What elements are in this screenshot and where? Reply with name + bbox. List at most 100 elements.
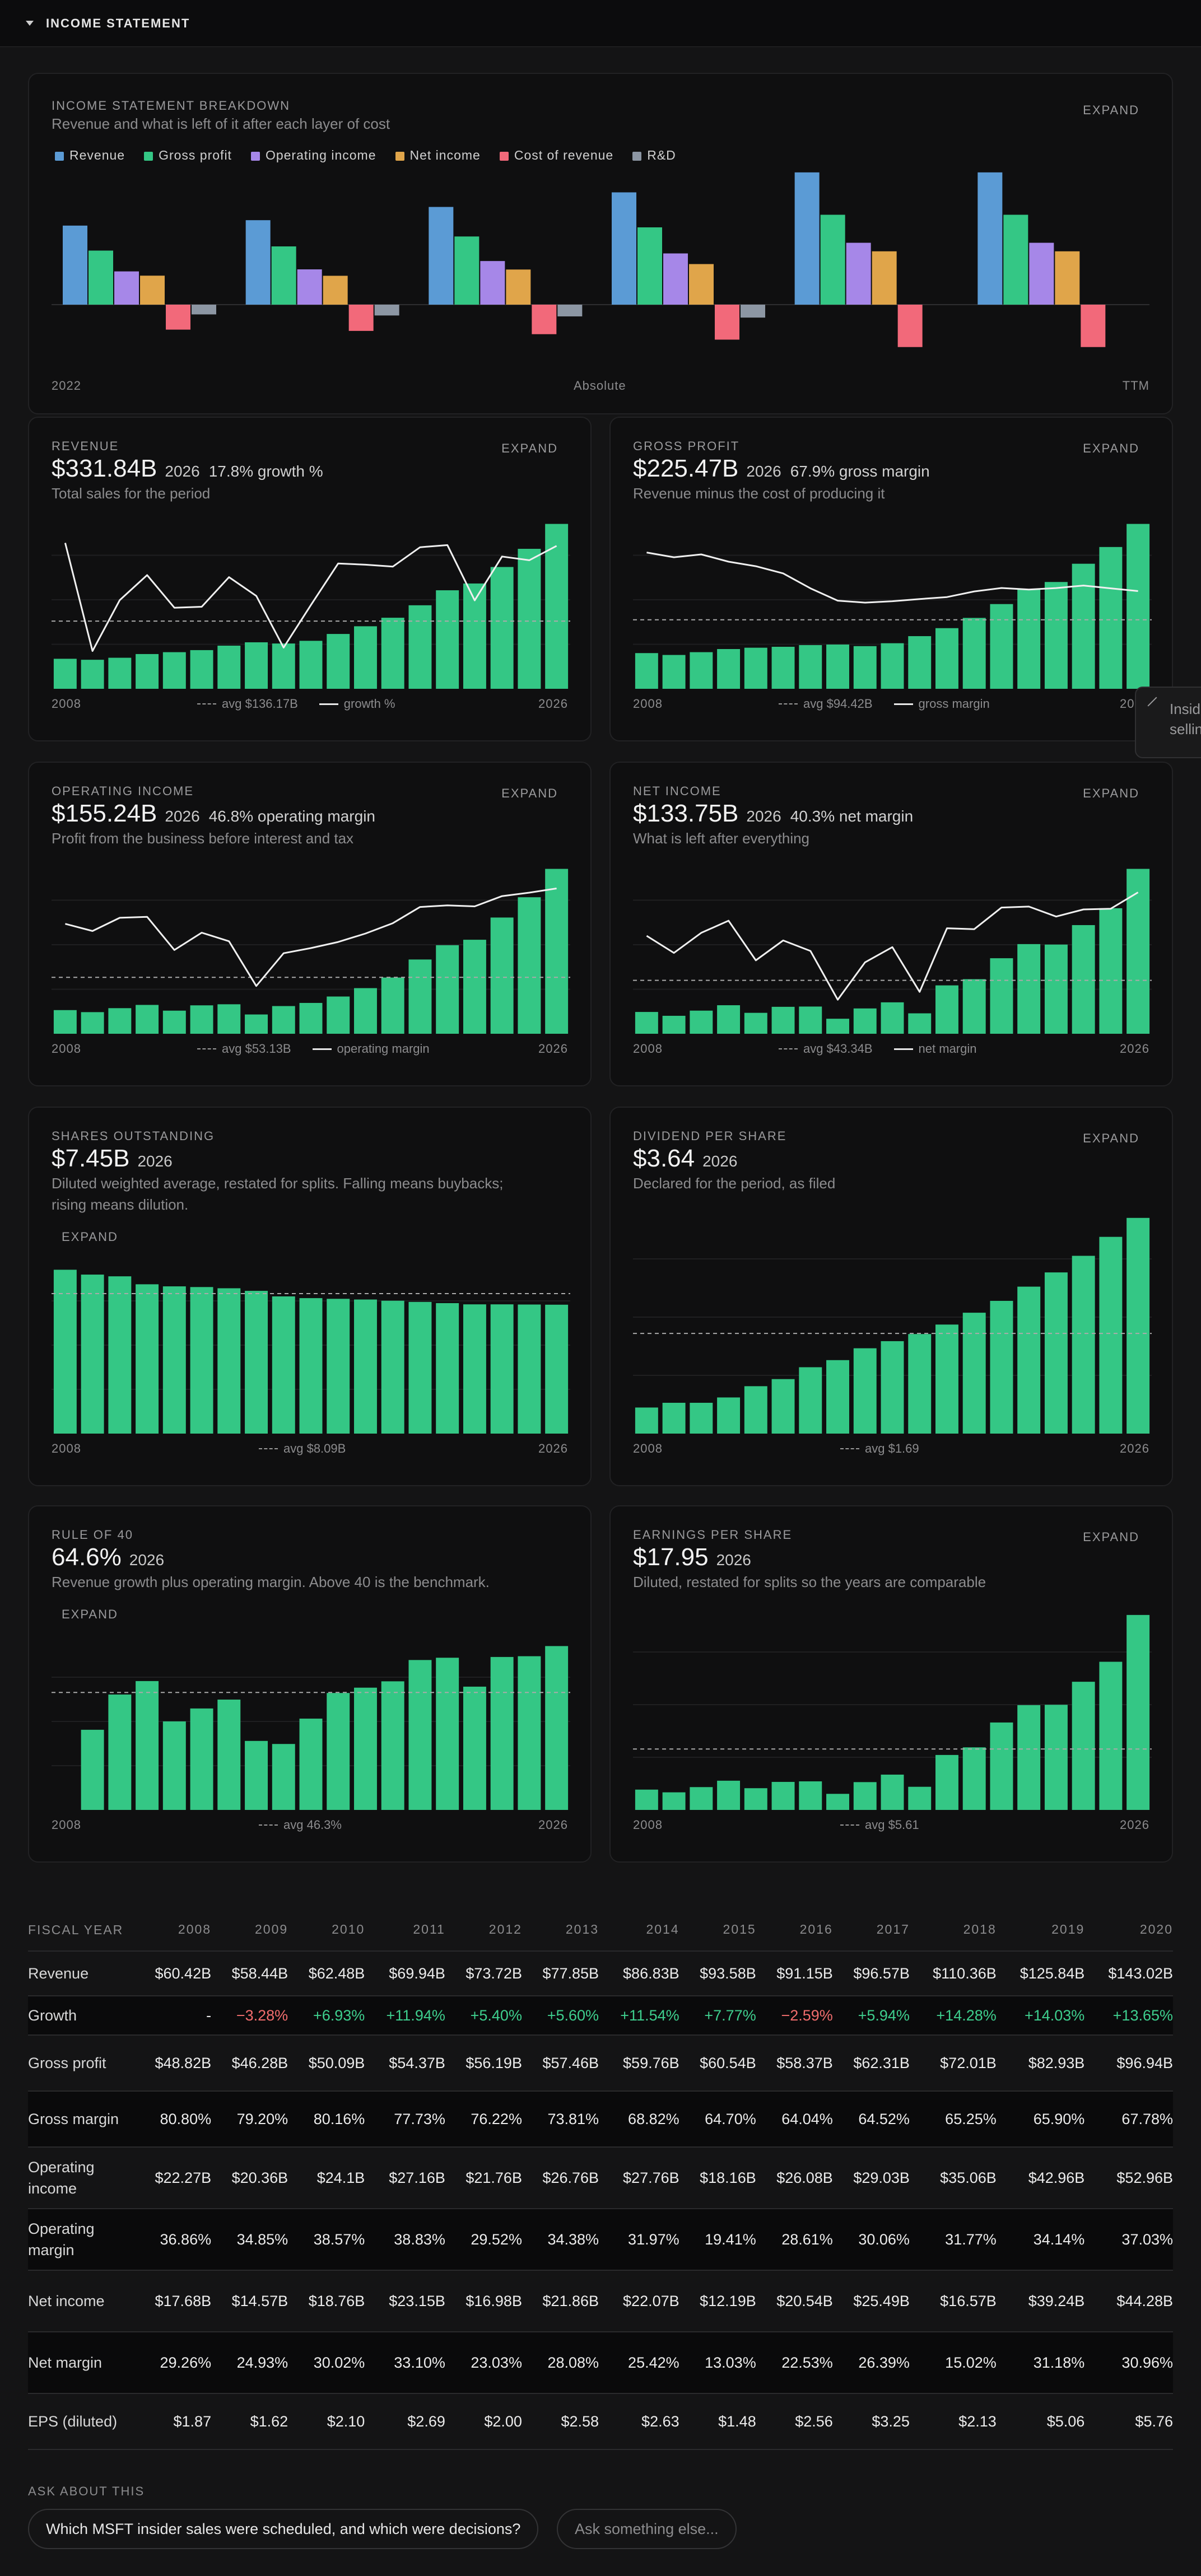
card-label: SHARES OUTSTANDING <box>52 1129 215 1143</box>
value-extra: 67.9% gross margin <box>790 463 930 480</box>
dashed-line-icon <box>197 703 216 704</box>
table-cell: 33.10% <box>365 2332 445 2394</box>
metric-card-dps: DIVIDEND PER SHARE $3.64 2026 Declared for … <box>609 1107 1173 1486</box>
value-year: 2026 <box>137 1152 173 1170</box>
bar <box>436 1303 459 1434</box>
table-cell: $54.37B <box>365 2035 445 2092</box>
table-cell: 37.03% <box>1084 2209 1173 2271</box>
table-cell: 79.20% <box>211 2091 288 2148</box>
breakdown-label: INCOME STATEMENT BREAKDOWN <box>52 99 291 113</box>
bar <box>408 1660 432 1810</box>
bar <box>1003 214 1028 305</box>
expand-button[interactable]: EXPAND <box>1083 786 1139 800</box>
bar <box>463 1686 486 1810</box>
bar <box>1126 869 1150 1034</box>
card-subtitle: Total sales for the period <box>52 485 211 502</box>
bar <box>136 1681 159 1810</box>
bar <box>1055 251 1080 305</box>
value-extra: 46.8% operating margin <box>208 808 375 825</box>
table-cell: 30.02% <box>288 2332 365 2394</box>
expand-button[interactable]: EXPAND <box>501 786 558 800</box>
gross-chart <box>633 524 1152 689</box>
table-cell: $82.93B <box>996 2035 1085 2092</box>
row-label: Revenue <box>28 1951 134 1996</box>
bar <box>272 1296 295 1434</box>
card-value: $3.64 2026 <box>633 1145 737 1173</box>
pencil-icon <box>1147 697 1157 707</box>
table-cell: $23.15B <box>365 2270 445 2332</box>
expand-button[interactable]: EXPAND <box>62 1607 118 1621</box>
bar <box>327 1693 350 1810</box>
legend-average: avg $8.09B <box>283 1441 346 1455</box>
legend-average: avg 46.3% <box>283 1818 342 1832</box>
bar <box>518 897 541 1034</box>
chart-legend: avg $43.34B net margin <box>779 1042 977 1056</box>
table-cell: $125.84B <box>996 1951 1085 1996</box>
metric-card-rule40: RULE OF 40 64.6% 2026 Revenue growth plus o… <box>28 1505 592 1863</box>
card-subtitle: Revenue growth plus operating margin. Ab… <box>52 1574 490 1590</box>
expand-button[interactable]: EXPAND <box>1083 441 1139 455</box>
suggested-question-chip[interactable]: Which MSFT insider sales were scheduled,… <box>28 2509 539 2549</box>
table-cell: $58.37B <box>756 2035 833 2092</box>
expand-button[interactable]: EXPAND <box>1083 103 1139 117</box>
table-cell: $1.48 <box>679 2393 756 2450</box>
chevron-down-icon[interactable] <box>26 21 34 26</box>
bar <box>881 1002 904 1034</box>
axis-start: 2008 <box>633 697 663 711</box>
bar <box>635 653 658 689</box>
ask-input[interactable]: Ask something else... <box>557 2509 737 2549</box>
bar <box>490 917 514 1034</box>
value-text: $225.47B <box>633 455 739 482</box>
table-cell: $18.76B <box>288 2270 365 2332</box>
bar <box>872 251 897 305</box>
expand-button[interactable]: EXPAND <box>1083 1131 1139 1145</box>
bar <box>662 1015 686 1034</box>
card-subtitle: Profit from the business before interest… <box>52 830 354 847</box>
table-cell: $59.76B <box>599 2035 679 2092</box>
table-cell: $22.27B <box>134 2147 212 2209</box>
table-cell: 23.03% <box>445 2332 522 2394</box>
bar <box>518 549 541 689</box>
bar <box>114 271 139 305</box>
metric-card-shares: SHARES OUTSTANDING $7.45B 2026 Diluted weig… <box>28 1107 592 1486</box>
insider-tooltip[interactable]: Insid sellin <box>1135 687 1201 758</box>
bar <box>690 652 713 689</box>
bar <box>108 1008 132 1034</box>
year-header: 2012 <box>445 1908 522 1952</box>
axis-start: 2008 <box>52 697 81 711</box>
table-cell: 64.52% <box>832 2091 910 2148</box>
bar <box>162 652 186 689</box>
bar <box>990 1300 1013 1434</box>
dps-chart <box>633 1217 1152 1434</box>
table-cell: 77.73% <box>365 2091 445 2148</box>
expand-button[interactable]: EXPAND <box>501 441 558 455</box>
bar <box>1044 944 1068 1034</box>
metric-card-revenue: REVENUE $331.84B 2026 17.8% growth % Total s… <box>28 417 592 741</box>
row-label: Gross margin <box>28 2091 134 2148</box>
table-cell: +5.60% <box>522 1996 599 2036</box>
bar <box>299 1298 323 1434</box>
table-cell: 80.80% <box>134 2091 212 2148</box>
table-cell: $27.16B <box>365 2147 445 2209</box>
table-cell: 24.93% <box>211 2332 288 2394</box>
table-cell: $52.96B <box>1084 2147 1173 2209</box>
bar <box>217 645 241 689</box>
bar <box>771 1006 795 1034</box>
ask-label: ASK ABOUT THIS <box>28 2484 145 2498</box>
table-cell: 31.97% <box>599 2209 679 2271</box>
table-cell: $12.19B <box>679 2270 756 2332</box>
bar <box>89 250 113 305</box>
bar <box>1017 589 1041 689</box>
table-row: Net margin 29.26% 24.93% 30.02% 33.10% 23.03%… <box>28 2332 1173 2394</box>
bar <box>354 1687 377 1810</box>
bar <box>771 1781 795 1810</box>
expand-button[interactable]: EXPAND <box>1083 1530 1139 1544</box>
bar <box>381 977 404 1034</box>
table-row: Gross margin 80.80% 79.20% 80.16% 77.73% 76.2… <box>28 2091 1173 2148</box>
value-text: $133.75B <box>633 800 739 827</box>
bar <box>1072 1256 1095 1434</box>
section-header[interactable]: INCOME STATEMENT <box>0 0 1201 47</box>
expand-button[interactable]: EXPAND <box>62 1230 118 1244</box>
axis-end: 2026 <box>538 1441 568 1455</box>
card-subtitle: Diluted, restated for splits so the year… <box>633 1574 986 1590</box>
